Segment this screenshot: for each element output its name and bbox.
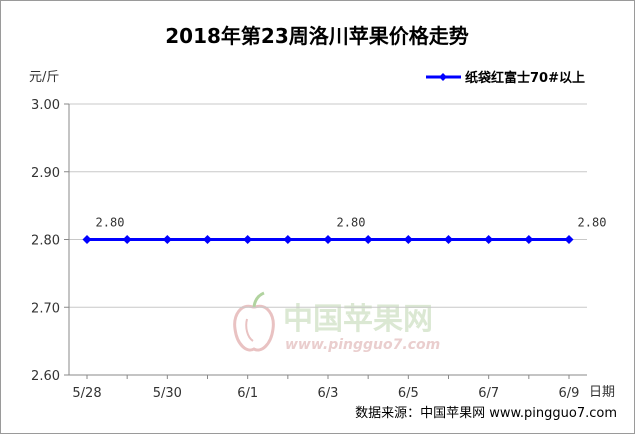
data-point	[283, 235, 293, 244]
data-point	[203, 235, 212, 244]
y-tick-label: 2.80	[31, 234, 60, 249]
series-layer	[82, 235, 574, 244]
watermark-url: www.pingguo7.com	[285, 337, 440, 353]
data-point	[82, 235, 92, 244]
y-tick-label: 2.90	[31, 166, 60, 181]
data-label: 2.80	[337, 216, 366, 230]
data-label: 2.80	[578, 216, 607, 230]
watermark-name: 中国苹果网	[283, 302, 433, 337]
grid-lines	[69, 103, 587, 308]
x-tick-label: 6/3	[318, 386, 339, 401]
data-point	[444, 235, 453, 244]
data-point	[323, 235, 333, 244]
x-tick-label: 6/5	[398, 386, 419, 401]
apple-logo-icon	[233, 291, 275, 352]
y-tick-label: 2.60	[31, 369, 60, 384]
y-tick-label: 3.00	[31, 98, 60, 113]
data-point	[162, 235, 172, 244]
data-point	[564, 235, 574, 244]
data-point	[524, 235, 534, 244]
x-axis-label: 日期	[589, 385, 615, 400]
data-source: 数据来源：中国苹果网 www.pingguo7.com	[355, 406, 617, 421]
x-tick-label: 6/1	[237, 386, 258, 401]
x-tick-label: 6/9	[559, 386, 580, 401]
x-axis-ticks: 5/28 5/30 6/1 6/3 6/5 6/7 6/9	[72, 375, 579, 401]
data-point	[243, 235, 253, 244]
y-axis-unit: 元/斤	[29, 70, 59, 85]
data-point	[363, 235, 373, 244]
data-point	[403, 235, 413, 244]
legend: 纸袋红富士70#以上	[426, 70, 585, 86]
y-tick-label: 2.70	[31, 301, 60, 316]
x-tick-label: 5/28	[72, 386, 101, 401]
data-labels: 2.80 2.80 2.80	[96, 216, 607, 230]
x-tick-label: 5/30	[153, 386, 182, 401]
data-point	[122, 235, 132, 244]
watermark: 中国苹果网 www.pingguo7.com	[233, 291, 440, 353]
legend-marker	[439, 73, 447, 81]
y-axis-ticks: 2.60 2.70 2.80 2.90 3.00	[31, 98, 69, 384]
legend-label: 纸袋红富士70#以上	[465, 70, 585, 86]
data-label: 2.80	[96, 216, 125, 230]
data-point	[484, 235, 494, 244]
x-tick-label: 6/7	[478, 386, 499, 401]
chart-title: 2018年第23周洛川苹果价格走势	[165, 24, 469, 48]
